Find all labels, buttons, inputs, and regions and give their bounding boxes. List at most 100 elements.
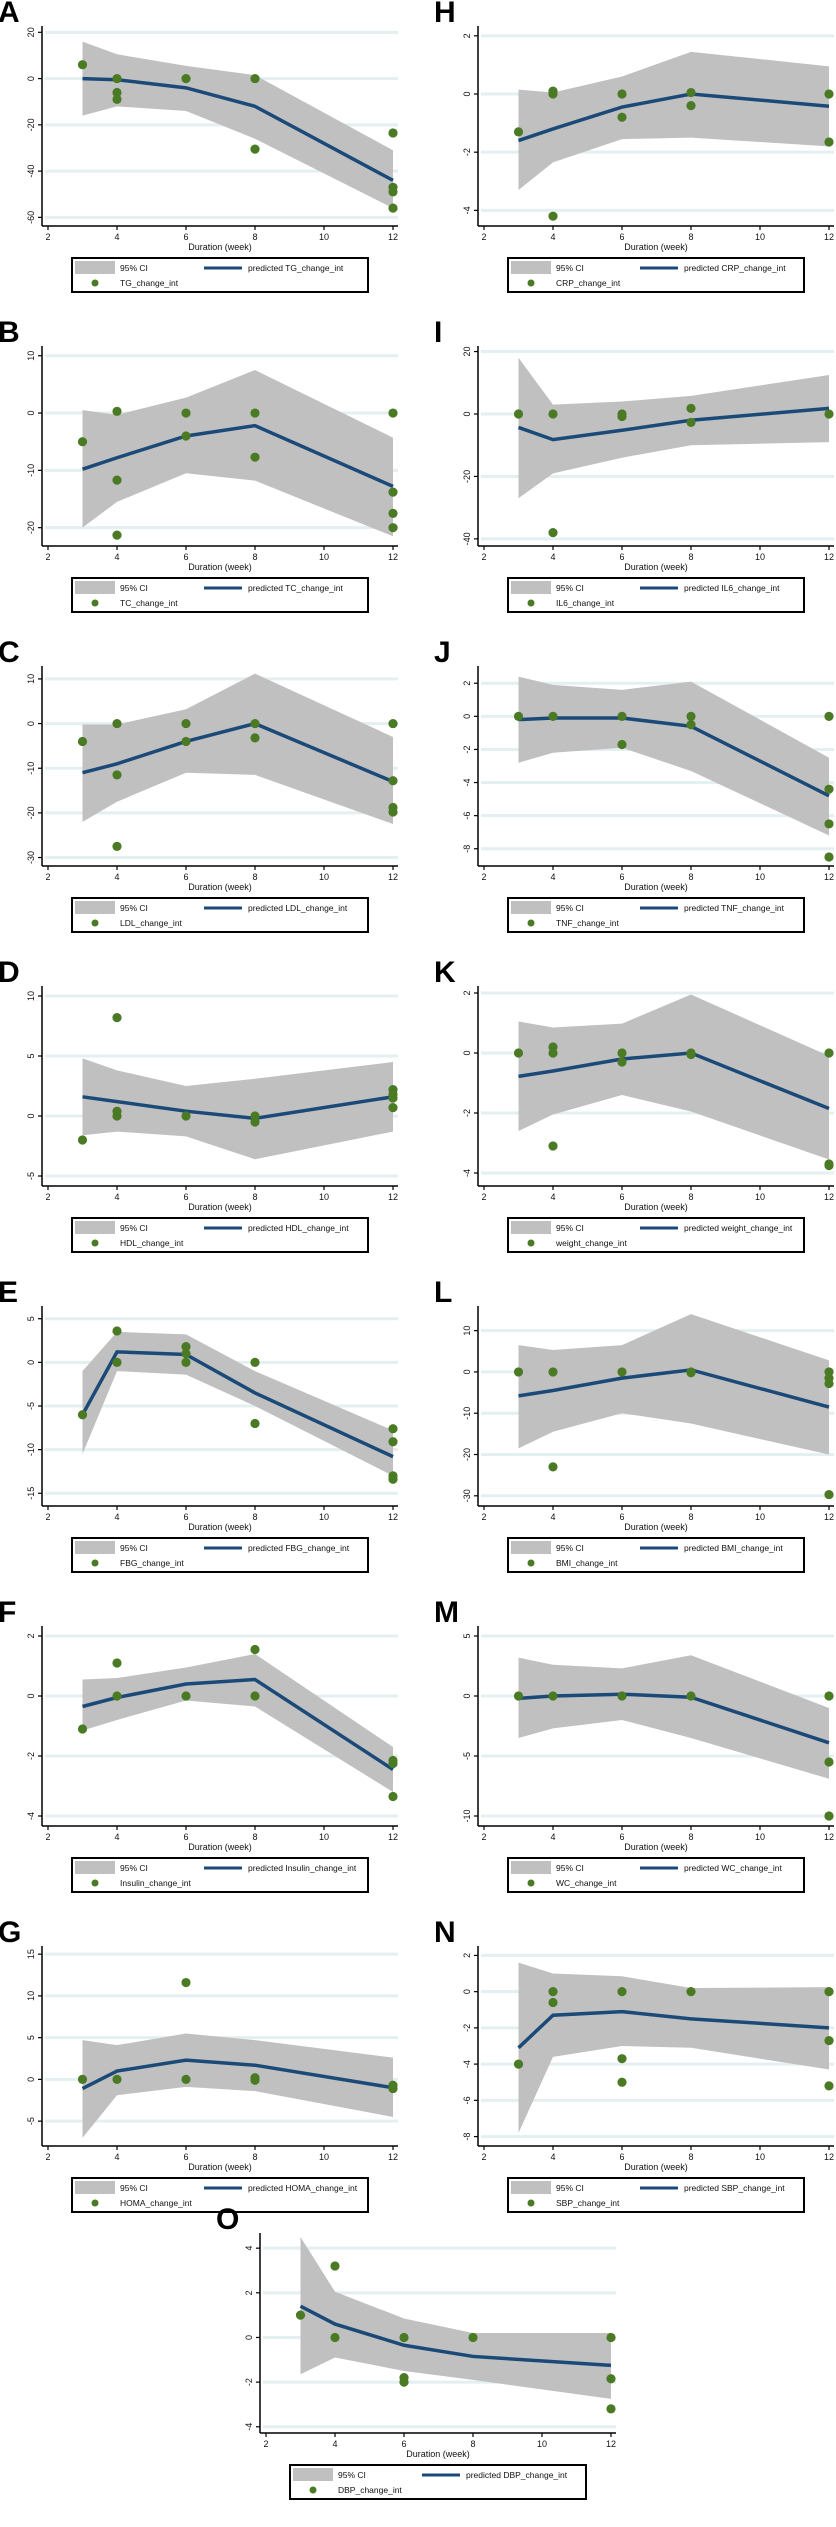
legend-line-label: predicted HOMA_change_int (248, 2183, 358, 2193)
data-point (606, 2374, 616, 2384)
data-point (617, 1048, 627, 1058)
data-point (824, 1160, 834, 1171)
x-tick-label: 10 (319, 1192, 329, 1202)
legend-points-label: HOMA_change_int (120, 2198, 192, 2208)
data-point (388, 1093, 398, 1103)
legend-point-swatch (527, 1239, 535, 1247)
x-tick-label: 10 (319, 872, 329, 882)
data-point (824, 409, 834, 419)
legend-point-swatch (91, 2199, 99, 2207)
legend-ci-label: 95% CI (556, 2183, 584, 2193)
legend-box (289, 2464, 587, 2500)
x-axis-label: Duration (week) (188, 1842, 252, 1852)
panel-l: -30 -20 -10 0 10 2 4 6 8 10 12 Duration (week) 95% C… (434, 1276, 836, 1600)
y-tick-label: 5 (26, 1053, 36, 1058)
data-point (824, 852, 834, 862)
y-tick-label: 10 (26, 351, 36, 361)
chart-svg: -4 -2 0 2 4 2 4 6 8 10 12 Duration (week) 95% CI pred… (244, 2233, 616, 2500)
x-tick-label: 10 (755, 1512, 765, 1522)
x-tick-label: 8 (688, 1832, 693, 1842)
legend: 95% CI predicted SBP_change_int SBP_change… (507, 2177, 805, 2213)
chart-svg: -30 -20 -10 0 10 2 4 6 8 10 12 Duration (week) 95% C… (26, 666, 398, 933)
data-point (548, 528, 558, 538)
panel-f: -4 -2 0 2 2 4 6 8 10 12 Duration (week) 95% CI predi… (0, 1596, 400, 1920)
data-point (250, 408, 260, 418)
data-point (468, 2332, 478, 2343)
x-tick-label: 4 (114, 232, 119, 242)
x-tick-label: 10 (319, 2152, 329, 2162)
panel-letter: H (434, 0, 456, 29)
legend-ci-label: 95% CI (556, 903, 584, 913)
data-point (513, 2059, 524, 2069)
data-point (617, 1057, 627, 1067)
data-point (617, 2077, 627, 2087)
ci-band (82, 1331, 393, 1476)
y-tick-label: -20 (26, 521, 36, 534)
legend-ci-label: 95% CI (120, 583, 148, 593)
panel-letter: M (434, 1596, 459, 1629)
data-point (112, 841, 122, 851)
legend: 95% CI predicted HOMA_change_int HOMA_chan… (71, 2177, 369, 2213)
legend-points-label: DBP_change_int (338, 2485, 402, 2495)
data-point (388, 1758, 398, 1769)
data-point (388, 718, 398, 729)
y-tick-label: -30 (26, 851, 36, 864)
data-point (295, 2310, 306, 2320)
legend-points-label: weight_change_int (555, 1238, 628, 1248)
predicted-line (82, 1677, 394, 1771)
data-point (617, 1367, 627, 1377)
legend-line-label: predicted TG_change_int (248, 263, 344, 273)
data-point (617, 711, 627, 721)
panel-letter: B (0, 316, 20, 349)
x-tick-label: 12 (824, 1192, 834, 1202)
data-point (330, 2261, 340, 2271)
chart-svg: -8 -6 -4 -2 0 2 2 4 6 8 10 12 Duration (week) 95% CI p… (462, 1946, 834, 2213)
chart-svg: -4 -2 0 2 2 4 6 8 10 12 Duration (week) 95% CI predi… (462, 26, 834, 293)
x-tick-label: 2 (481, 872, 486, 882)
legend: 95% CI predicted TG_change_int TG_change_i… (71, 257, 369, 293)
x-axis-label: Duration (week) (188, 2162, 252, 2172)
ci-band (518, 676, 829, 836)
x-axis-label: Duration (week) (624, 882, 688, 892)
x-tick-label: 4 (114, 1832, 119, 1842)
legend-points-label: TC_change_int (120, 598, 178, 608)
x-tick-label: 12 (388, 1512, 398, 1522)
legend-point-swatch (527, 1559, 535, 1567)
data-point (388, 1791, 398, 1802)
legend-ci-swatch (511, 1221, 551, 1234)
legend-line-label: predicted TNF_change_int (684, 903, 785, 913)
x-axis-label: Duration (week) (624, 1522, 688, 1532)
y-tick-label: 0 (26, 1360, 36, 1365)
legend-point-swatch (527, 1879, 535, 1887)
data-point (250, 452, 260, 462)
legend-box (507, 577, 805, 613)
predicted-line (518, 1368, 830, 1409)
y-tick-label: -6 (462, 2096, 472, 2104)
data-point (112, 1111, 122, 1121)
data-point (388, 128, 398, 138)
data-point (388, 807, 398, 817)
y-tick-label: 10 (26, 991, 36, 1001)
x-axis-label: Duration (week) (188, 562, 252, 572)
panel-letter: G (0, 1916, 22, 1949)
panel-letter: A (0, 0, 20, 29)
data-point (112, 1357, 122, 1367)
y-tick-label: 2 (462, 681, 472, 686)
legend-box (71, 1857, 369, 1893)
x-tick-label: 12 (824, 1832, 834, 1842)
x-tick-label: 8 (688, 552, 693, 562)
data-point (399, 2377, 409, 2387)
legend-point-swatch (91, 1239, 99, 1247)
data-point (617, 739, 627, 750)
y-tick-label: -5 (26, 1402, 36, 1410)
legend: 95% CI predicted DBP_change_int DBP_change… (289, 2464, 587, 2500)
x-tick-label: 6 (401, 2439, 406, 2449)
legend-ci-label: 95% CI (338, 2470, 366, 2480)
y-tick-label: -6 (462, 812, 472, 820)
x-tick-label: 2 (481, 1512, 486, 1522)
legend-line-label: predicted weight_change_int (684, 1223, 793, 1233)
data-point (250, 144, 260, 154)
legend-ci-label: 95% CI (556, 1223, 584, 1233)
x-tick-label: 12 (824, 2152, 834, 2162)
data-point (548, 1367, 558, 1377)
